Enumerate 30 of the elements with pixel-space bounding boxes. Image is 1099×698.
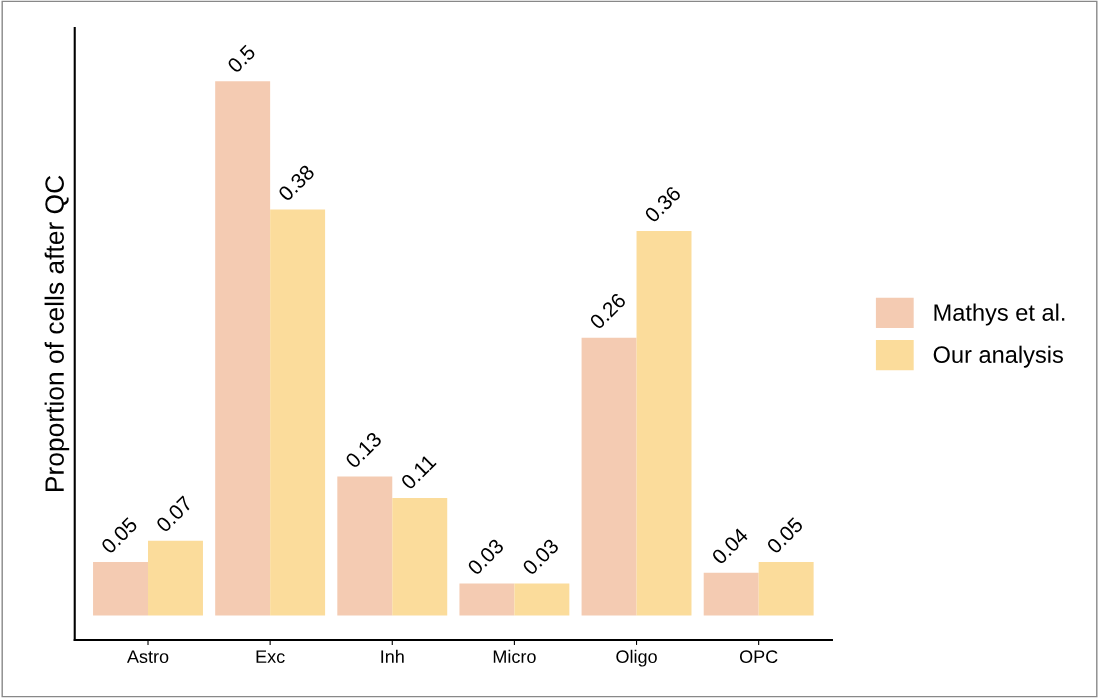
data-label: 0.36 bbox=[643, 185, 682, 224]
data-label: 0.5 bbox=[226, 43, 257, 74]
data-label: 0.38 bbox=[277, 163, 316, 202]
bar bbox=[215, 81, 271, 616]
x-tick-label: Micro bbox=[493, 649, 536, 664]
bar bbox=[270, 209, 326, 616]
data-label: 0.26 bbox=[588, 292, 627, 331]
x-tick-label: Inh bbox=[381, 649, 404, 663]
data-label: 0.04 bbox=[710, 527, 750, 566]
bar bbox=[93, 562, 149, 616]
legend-label: Mathys et al. bbox=[934, 303, 1065, 326]
bar bbox=[392, 497, 448, 616]
data-label: 0.03 bbox=[466, 537, 505, 576]
data-label: 0.03 bbox=[521, 537, 560, 576]
data-label: 0.13 bbox=[344, 431, 383, 469]
bar bbox=[148, 540, 203, 616]
x-tick-label: OPC bbox=[739, 650, 778, 664]
bar bbox=[337, 476, 393, 616]
bar bbox=[459, 583, 515, 616]
bar bbox=[758, 562, 814, 616]
bar bbox=[581, 337, 637, 616]
x-tick-label: Oligo bbox=[616, 649, 657, 667]
x-tick-label: Astro bbox=[126, 650, 169, 664]
legend-label: Our analysis bbox=[933, 345, 1063, 368]
x-tick-label: Exc bbox=[256, 650, 285, 664]
bar bbox=[514, 583, 570, 616]
bar bbox=[703, 572, 759, 616]
bar bbox=[636, 230, 692, 616]
data-label: 0.11 bbox=[400, 453, 437, 491]
y-axis-title: Proportion of cells after QC bbox=[44, 175, 70, 491]
